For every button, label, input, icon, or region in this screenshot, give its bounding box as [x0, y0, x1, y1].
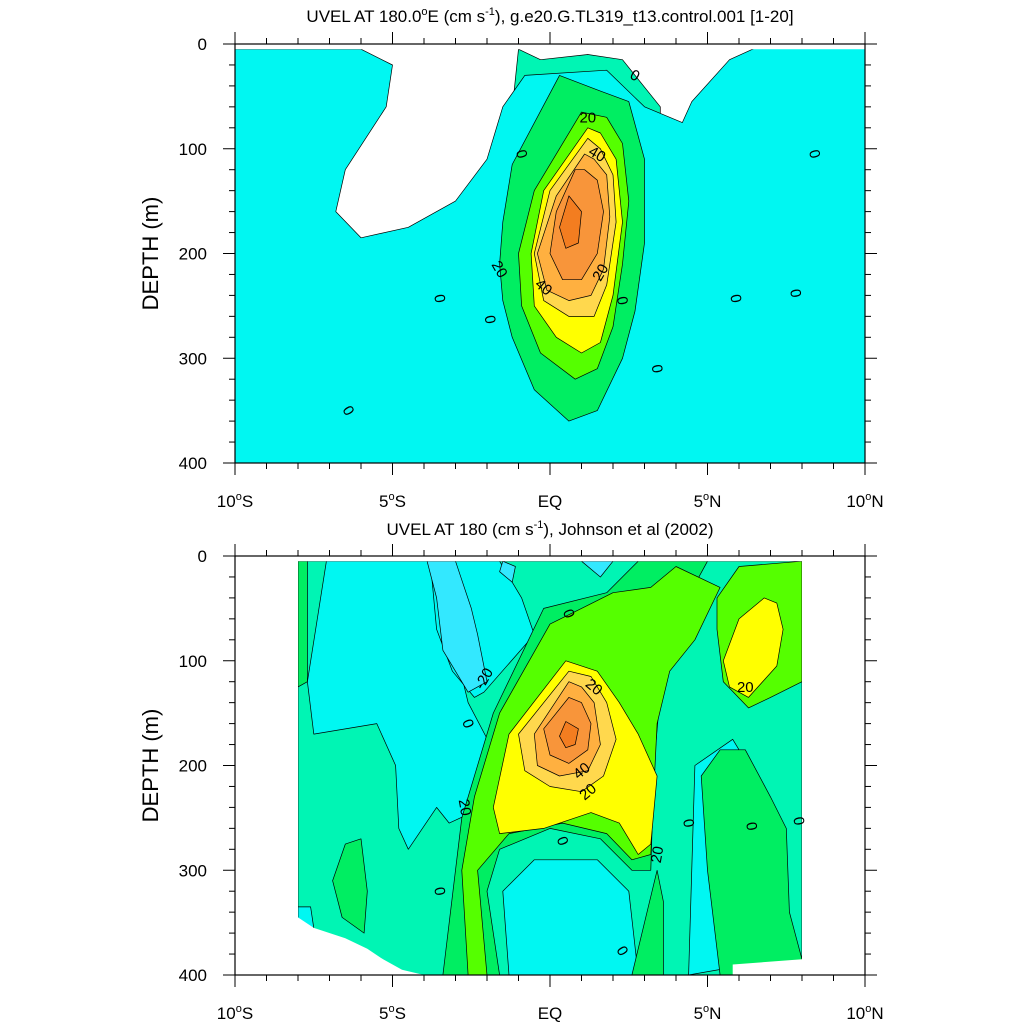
x-tick-label: 5oN [694, 1003, 722, 1023]
no-data-surface [235, 44, 865, 50]
x-tick-label: 5oS [379, 1003, 406, 1023]
contour-region [426, 560, 488, 693]
contour-label: 0 [679, 818, 697, 829]
x-tick-label: 10oS [217, 491, 253, 511]
contour-label: 20 [737, 679, 754, 696]
contour-label: 0 [786, 288, 804, 299]
y-tick-label: 0 [198, 35, 207, 54]
no-data-east [802, 556, 865, 975]
contour-label: 0 [726, 293, 744, 304]
x-tick-label: 10oN [846, 491, 883, 511]
x-tick-label: 5oN [694, 491, 722, 511]
y-tick-label: 400 [179, 454, 207, 473]
x-tick-label: 10oS [217, 1003, 253, 1023]
y-tick-label: 300 [179, 349, 207, 368]
missing-data-region [732, 959, 802, 975]
y-tick-label: 100 [179, 140, 207, 159]
contour-label: 0 [481, 314, 499, 325]
y-axis-label: DEPTH (m) [138, 709, 163, 823]
contour-region [297, 560, 308, 688]
contour-label: 0 [742, 821, 760, 832]
contour-region [502, 859, 639, 975]
contour-region [559, 195, 582, 249]
contour-label: 20 [488, 258, 511, 281]
contour-label: 0 [789, 816, 807, 827]
y-tick-label: 200 [179, 757, 207, 776]
x-tick-label: 5oS [379, 491, 406, 511]
contour-label: 0 [648, 363, 666, 374]
contour-label: 20 [648, 845, 668, 864]
y-axis-label: DEPTH (m) [138, 197, 163, 311]
contour-label: 0 [430, 293, 448, 304]
contour-region [559, 721, 579, 749]
contour-region [722, 597, 784, 698]
contour-region [631, 869, 664, 975]
contour-region [499, 560, 516, 583]
contour-label: 40 [586, 143, 609, 166]
y-tick-label: 300 [179, 861, 207, 880]
y-tick-label: 400 [179, 966, 207, 985]
y-tick-label: 100 [179, 652, 207, 671]
x-tick-label: 10oN [846, 1003, 883, 1023]
contour-label: 0 [613, 295, 631, 306]
x-tick-label: EQ [538, 1004, 563, 1023]
contour-label: 20 [579, 109, 596, 126]
no-data-surface [235, 556, 865, 562]
contour-label: 20 [589, 261, 612, 284]
contour-label: 20 [455, 798, 475, 817]
chart-title: UVEL AT 180.0oE (cm s-1), g.e20.G.TL319_… [306, 6, 793, 26]
no-data-west [235, 556, 298, 975]
y-tick-label: 0 [198, 547, 207, 566]
contour-label: 0 [430, 886, 448, 897]
chart-title: UVEL AT 180 (cm s-1), Johnson et al (200… [387, 519, 714, 539]
y-tick-label: 200 [179, 245, 207, 264]
contour-region [332, 838, 368, 934]
x-tick-label: EQ [538, 492, 563, 511]
